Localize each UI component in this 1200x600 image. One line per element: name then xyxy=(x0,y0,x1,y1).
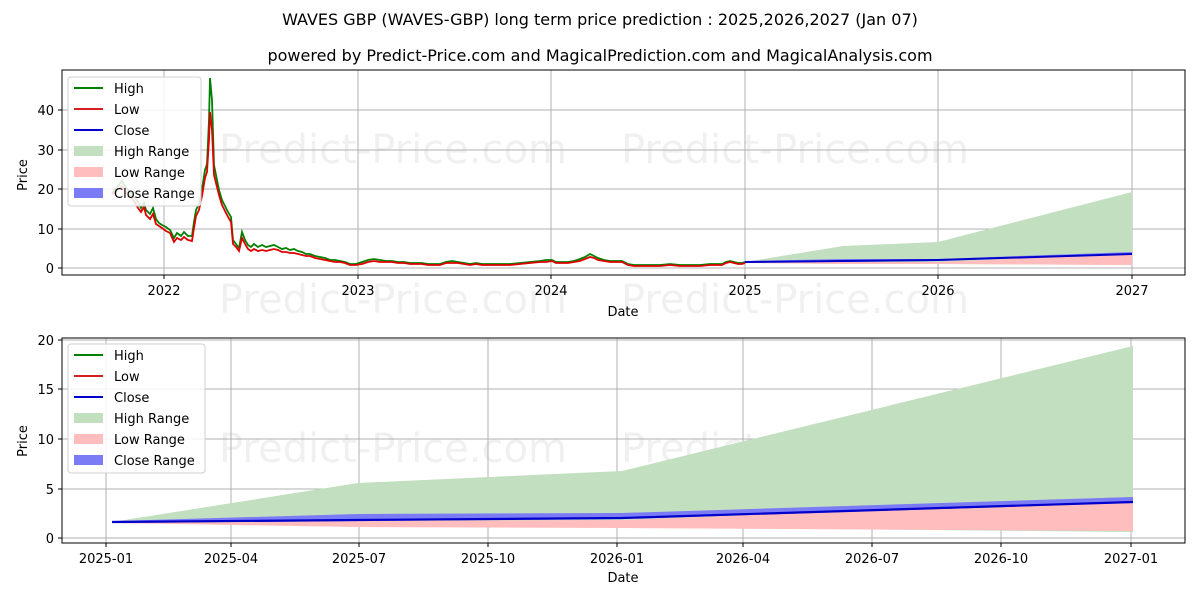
y-axis-label: Price xyxy=(16,425,31,457)
watermark: Predict-Price.com xyxy=(219,277,567,323)
legend-low-range-label: Low Range xyxy=(114,166,185,181)
high-range-area xyxy=(745,192,1132,265)
x-tick-label: 2022 xyxy=(147,284,180,299)
x-axis-label: Date xyxy=(607,571,638,586)
legend-high-range-label: High Range xyxy=(114,145,189,160)
top-legend: High Low Close High Range Low Range Clos… xyxy=(67,76,202,207)
legend-high-label: High xyxy=(114,349,144,364)
y-tick-label: 40 xyxy=(37,104,54,119)
bottom-plot-frame xyxy=(61,337,1186,544)
high-line xyxy=(111,77,746,266)
x-tick-label: 2025-07 xyxy=(332,552,386,567)
x-tick-label: 2027 xyxy=(1115,284,1148,299)
legend-high-range-swatch xyxy=(74,413,103,423)
close-range-area xyxy=(112,497,1133,523)
low-range-area xyxy=(745,254,1132,265)
chart-subtitle: powered by Predict-Price.com and Magical… xyxy=(267,46,933,65)
high-range-area xyxy=(112,346,1133,532)
legend-low-range-label: Low Range xyxy=(114,433,185,448)
y-axis-label: Price xyxy=(16,159,31,191)
y-tick-label: 5 xyxy=(46,483,54,498)
x-tick-label: 2026 xyxy=(921,284,954,299)
x-tick-label: 2023 xyxy=(341,284,374,299)
legend-close-label: Close xyxy=(114,391,149,406)
x-tick-label: 2025-04 xyxy=(204,552,258,567)
x-tick-label: 2026-10 xyxy=(974,552,1028,567)
low-line xyxy=(111,111,746,267)
y-tick-label: 0 xyxy=(46,262,54,277)
top-plot-frame xyxy=(61,69,1186,276)
bottom-chart: Predict-Price.com Predict-Price.com xyxy=(16,334,1186,586)
x-tick-label: 2025-01 xyxy=(79,552,133,567)
y-tick-label: 15 xyxy=(37,383,54,398)
legend-low-range-swatch xyxy=(74,167,103,177)
y-tick-label: 10 xyxy=(37,433,54,448)
legend-close-range-swatch xyxy=(74,455,103,465)
watermark: Predict-Price.com xyxy=(621,277,969,323)
legend-high-range-label: High Range xyxy=(114,412,189,427)
legend-close-label: Close xyxy=(114,124,149,139)
legend-low-range-swatch xyxy=(74,434,103,444)
legend-high-label: High xyxy=(114,82,144,97)
y-tick-label: 20 xyxy=(37,183,54,198)
x-tick-label: 2026-04 xyxy=(716,552,770,567)
x-tick-label: 2025 xyxy=(728,284,761,299)
watermark: Predict-Price.com xyxy=(219,426,567,472)
legend-close-range-label: Close Range xyxy=(114,187,195,202)
x-tick-label: 2026-01 xyxy=(590,552,644,567)
legend-close-range-label: Close Range xyxy=(114,454,195,469)
y-tick-label: 20 xyxy=(37,334,54,349)
y-tick-label: 10 xyxy=(37,223,54,238)
x-tick-label: 2025-10 xyxy=(461,552,515,567)
y-tick-label: 0 xyxy=(46,532,54,547)
chart-title: WAVES GBP (WAVES-GBP) long term price pr… xyxy=(282,10,918,29)
legend-low-label: Low xyxy=(114,370,140,385)
low-range-area xyxy=(112,500,1133,531)
top-grid xyxy=(62,70,1185,275)
x-tick-label: 2024 xyxy=(534,284,567,299)
bottom-legend: High Low Close High Range Low Range Clos… xyxy=(67,343,206,474)
legend-low-label: Low xyxy=(114,103,140,118)
y-tick-label: 30 xyxy=(37,144,54,159)
close-forecast-line xyxy=(744,253,1133,263)
x-axis-label: Date xyxy=(607,305,638,320)
x-tick-label: 2027-01 xyxy=(1104,552,1158,567)
close-forecast-line xyxy=(111,500,1134,524)
top-chart: Predict-Price.com Predict-Price.com Pred… xyxy=(16,69,1186,323)
legend-high-range-swatch xyxy=(74,146,103,156)
close-range-area xyxy=(745,252,1132,262)
legend-close-range-swatch xyxy=(74,188,103,198)
x-tick-label: 2026-07 xyxy=(845,552,899,567)
